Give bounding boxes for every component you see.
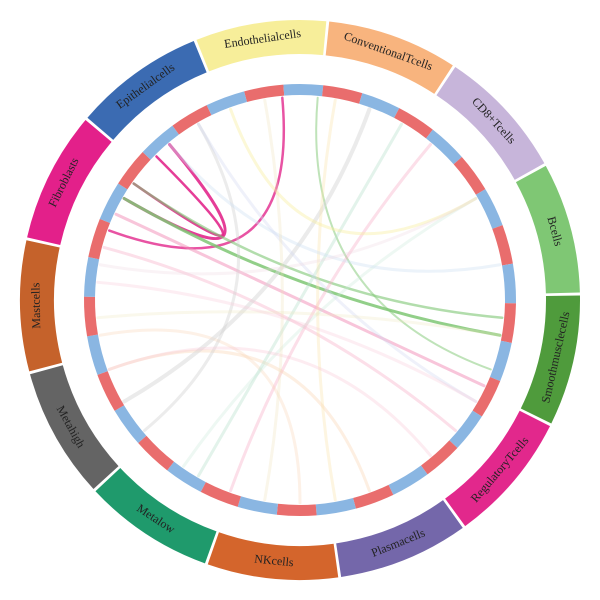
chord [114,212,486,388]
sector [95,467,217,564]
chord [263,98,284,502]
inner-segment [167,461,206,492]
chord [316,98,337,502]
inner-segment [84,257,100,297]
chords [96,96,504,505]
inner-segment [88,218,111,260]
sector [30,365,119,490]
inner-segment [322,85,363,104]
chord [182,197,478,468]
sector [207,532,339,580]
inner-segment [502,263,516,304]
inner-segment [472,376,501,417]
chord [107,96,285,250]
inner-segment [489,340,512,382]
inner-segment [206,91,247,116]
inner-segment [315,498,356,516]
inner-segment [138,435,174,471]
sector [445,410,551,527]
chord [107,346,432,458]
chord [96,310,502,337]
chord [197,122,403,478]
chord [168,142,502,273]
inner-segment [237,496,278,515]
inner-segment [359,93,400,118]
inner-segment [492,225,513,266]
inner-segment [426,129,462,165]
sector [515,165,580,294]
chord [142,122,241,432]
sector [520,295,581,424]
sector [325,21,453,94]
inner-segment [449,410,482,448]
chord [98,328,302,505]
chord [102,245,458,432]
chord [197,122,478,403]
inner-segment [388,465,428,495]
sector [27,119,112,246]
inner-ring [84,83,516,516]
chord [122,107,372,404]
chord [96,280,478,403]
inner-segment [114,405,147,444]
chord [229,142,432,493]
chord [315,96,492,371]
sector [436,67,545,180]
inner-segment [172,105,212,135]
chord [229,107,478,236]
inner-segment [118,152,151,190]
chord [98,197,478,276]
inner-segment [244,84,285,102]
inner-segment [283,83,324,97]
inner-segment [200,482,241,507]
inner-segment [97,371,125,411]
inner-segment [475,189,503,229]
sector [196,19,327,72]
inner-segment [500,303,516,343]
sector [336,500,463,577]
sector [19,240,63,372]
inner-segment [142,125,179,160]
inner-segment [276,503,317,516]
inner-segment [421,440,458,475]
sector [87,40,207,140]
sector-label: NKcells [254,552,295,570]
inner-segment [87,334,108,375]
outer-ring: Endothelialcells ConventionalTcellsCD8+Tc… [19,19,581,580]
sector-label: Mastcells [28,282,43,329]
inner-segment [394,108,433,139]
chord [107,349,371,493]
inner-segment [353,484,394,509]
inner-segment [84,296,98,337]
inner-segment [453,156,486,195]
inner-segment [99,183,128,224]
chord [122,197,502,337]
chord [132,182,504,319]
